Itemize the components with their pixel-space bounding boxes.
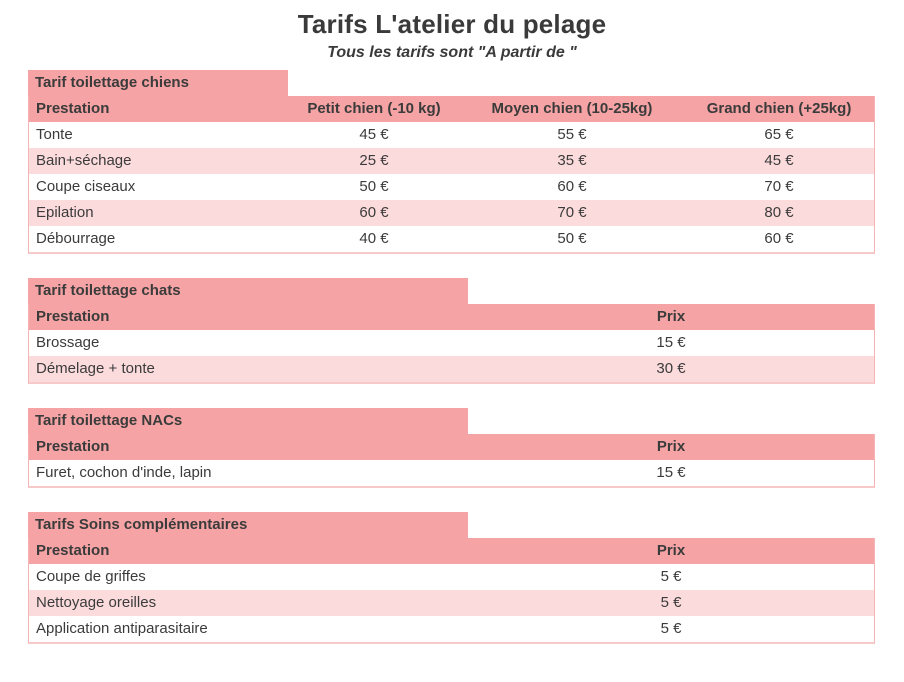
price-table: Tarifs Soins complémentaires Prestation Pr…: [28, 512, 875, 644]
table-banner: Tarifs Soins complémentaires: [28, 512, 468, 538]
table-body: Prestation Prix Brossage 15 € Démelage + ton…: [28, 304, 875, 384]
service-cell: Nettoyage oreilles: [36, 594, 157, 611]
table-header-row: Prestation Petit chien (-10 kg) Moyen chie…: [29, 96, 874, 122]
price-cell: 60 €: [359, 204, 389, 221]
price-cell: 45 €: [764, 152, 794, 169]
header-cell: Prix: [656, 308, 686, 325]
header-cell: Prestation: [36, 100, 110, 117]
service-cell: Coupe ciseaux: [36, 178, 136, 195]
table-row: Brossage 15 €: [29, 330, 874, 356]
price-cell: 70 €: [764, 178, 794, 195]
table-header-row: Prestation Prix: [29, 434, 874, 460]
table-header-row: Prestation Prix: [29, 538, 874, 564]
price-cell: 30 €: [656, 360, 686, 377]
service-cell: Epilation: [36, 204, 94, 221]
price-cell: 70 €: [557, 204, 587, 221]
price-table: Tarif toilettage NACs Prestation Prix Furet…: [28, 408, 875, 488]
header-cell: Prestation: [36, 542, 110, 559]
table-row: Nettoyage oreilles 5 €: [29, 590, 874, 616]
page-subtitle: Tous les tarifs sont "A partir de ": [327, 44, 577, 61]
price-cell: 15 €: [656, 334, 686, 351]
tables-container: Tarif toilettage chiens Prestation Petit c…: [28, 70, 875, 644]
table-row: Furet, cochon d'inde, lapin 15 €: [29, 460, 874, 486]
table-row: Coupe de griffes 5 €: [29, 564, 874, 590]
table-row: Tonte 45 € 55 € 65 €: [29, 122, 874, 148]
table-body: Prestation Petit chien (-10 kg) Moyen chie…: [28, 96, 875, 254]
table-banner: Tarif toilettage NACs: [28, 408, 468, 434]
table-row: Epilation 60 € 70 € 80 €: [29, 200, 874, 226]
price-cell: 35 €: [557, 152, 587, 169]
price-cell: 5 €: [660, 568, 682, 585]
table-row: Démelage + tonte 30 €: [29, 356, 874, 382]
service-cell: Brossage: [36, 334, 100, 351]
price-cell: 45 €: [359, 126, 389, 143]
pricing-page: Tarifs L'atelier du pelage Tous les tari…: [0, 9, 904, 644]
price-cell: 25 €: [359, 152, 389, 169]
table-row: Bain+séchage 25 € 35 € 45 €: [29, 148, 874, 174]
table-banner: Tarif toilettage chiens: [28, 70, 288, 96]
header-cell: Prix: [656, 438, 686, 455]
service-cell: Bain+séchage: [36, 152, 132, 169]
price-cell: 60 €: [764, 230, 794, 247]
table-banner: Tarif toilettage chats: [28, 278, 468, 304]
service-cell: Coupe de griffes: [36, 568, 146, 585]
header-cell: Prestation: [36, 308, 110, 325]
price-cell: 5 €: [660, 594, 682, 611]
price-cell: 15 €: [656, 464, 686, 481]
service-cell: Démelage + tonte: [36, 360, 155, 377]
table-body: Prestation Prix Furet, cochon d'inde, lapi…: [28, 434, 875, 488]
table-body: Prestation Prix Coupe de griffes 5 € Nettoya…: [28, 538, 875, 644]
price-table: Tarif toilettage chiens Prestation Petit c…: [28, 70, 875, 254]
price-cell: 5 €: [660, 620, 682, 637]
header-cell: Petit chien (-10 kg): [307, 100, 441, 117]
table-row: Application antiparasitaire 5 €: [29, 616, 874, 642]
header-cell: Prestation: [36, 438, 110, 455]
table-row: Débourrage 40 € 50 € 60 €: [29, 226, 874, 252]
price-cell: 40 €: [359, 230, 389, 247]
price-table: Tarif toilettage chats Prestation Prix Bros…: [28, 278, 875, 384]
page-title: Tarifs L'atelier du pelage: [297, 9, 607, 39]
price-cell: 80 €: [764, 204, 794, 221]
table-row: Coupe ciseaux 50 € 60 € 70 €: [29, 174, 874, 200]
price-cell: 50 €: [359, 178, 389, 195]
service-cell: Débourrage: [36, 230, 116, 247]
price-cell: 50 €: [557, 230, 587, 247]
header-cell: Prix: [656, 542, 686, 559]
service-cell: Tonte: [36, 126, 73, 143]
table-header-row: Prestation Prix: [29, 304, 874, 330]
price-cell: 65 €: [764, 126, 794, 143]
service-cell: Application antiparasitaire: [36, 620, 208, 637]
header-cell: Grand chien (+25kg): [706, 100, 852, 117]
price-cell: 60 €: [557, 178, 587, 195]
price-cell: 55 €: [557, 126, 587, 143]
service-cell: Furet, cochon d'inde, lapin: [36, 464, 212, 481]
header-cell: Moyen chien (10-25kg): [491, 100, 653, 117]
